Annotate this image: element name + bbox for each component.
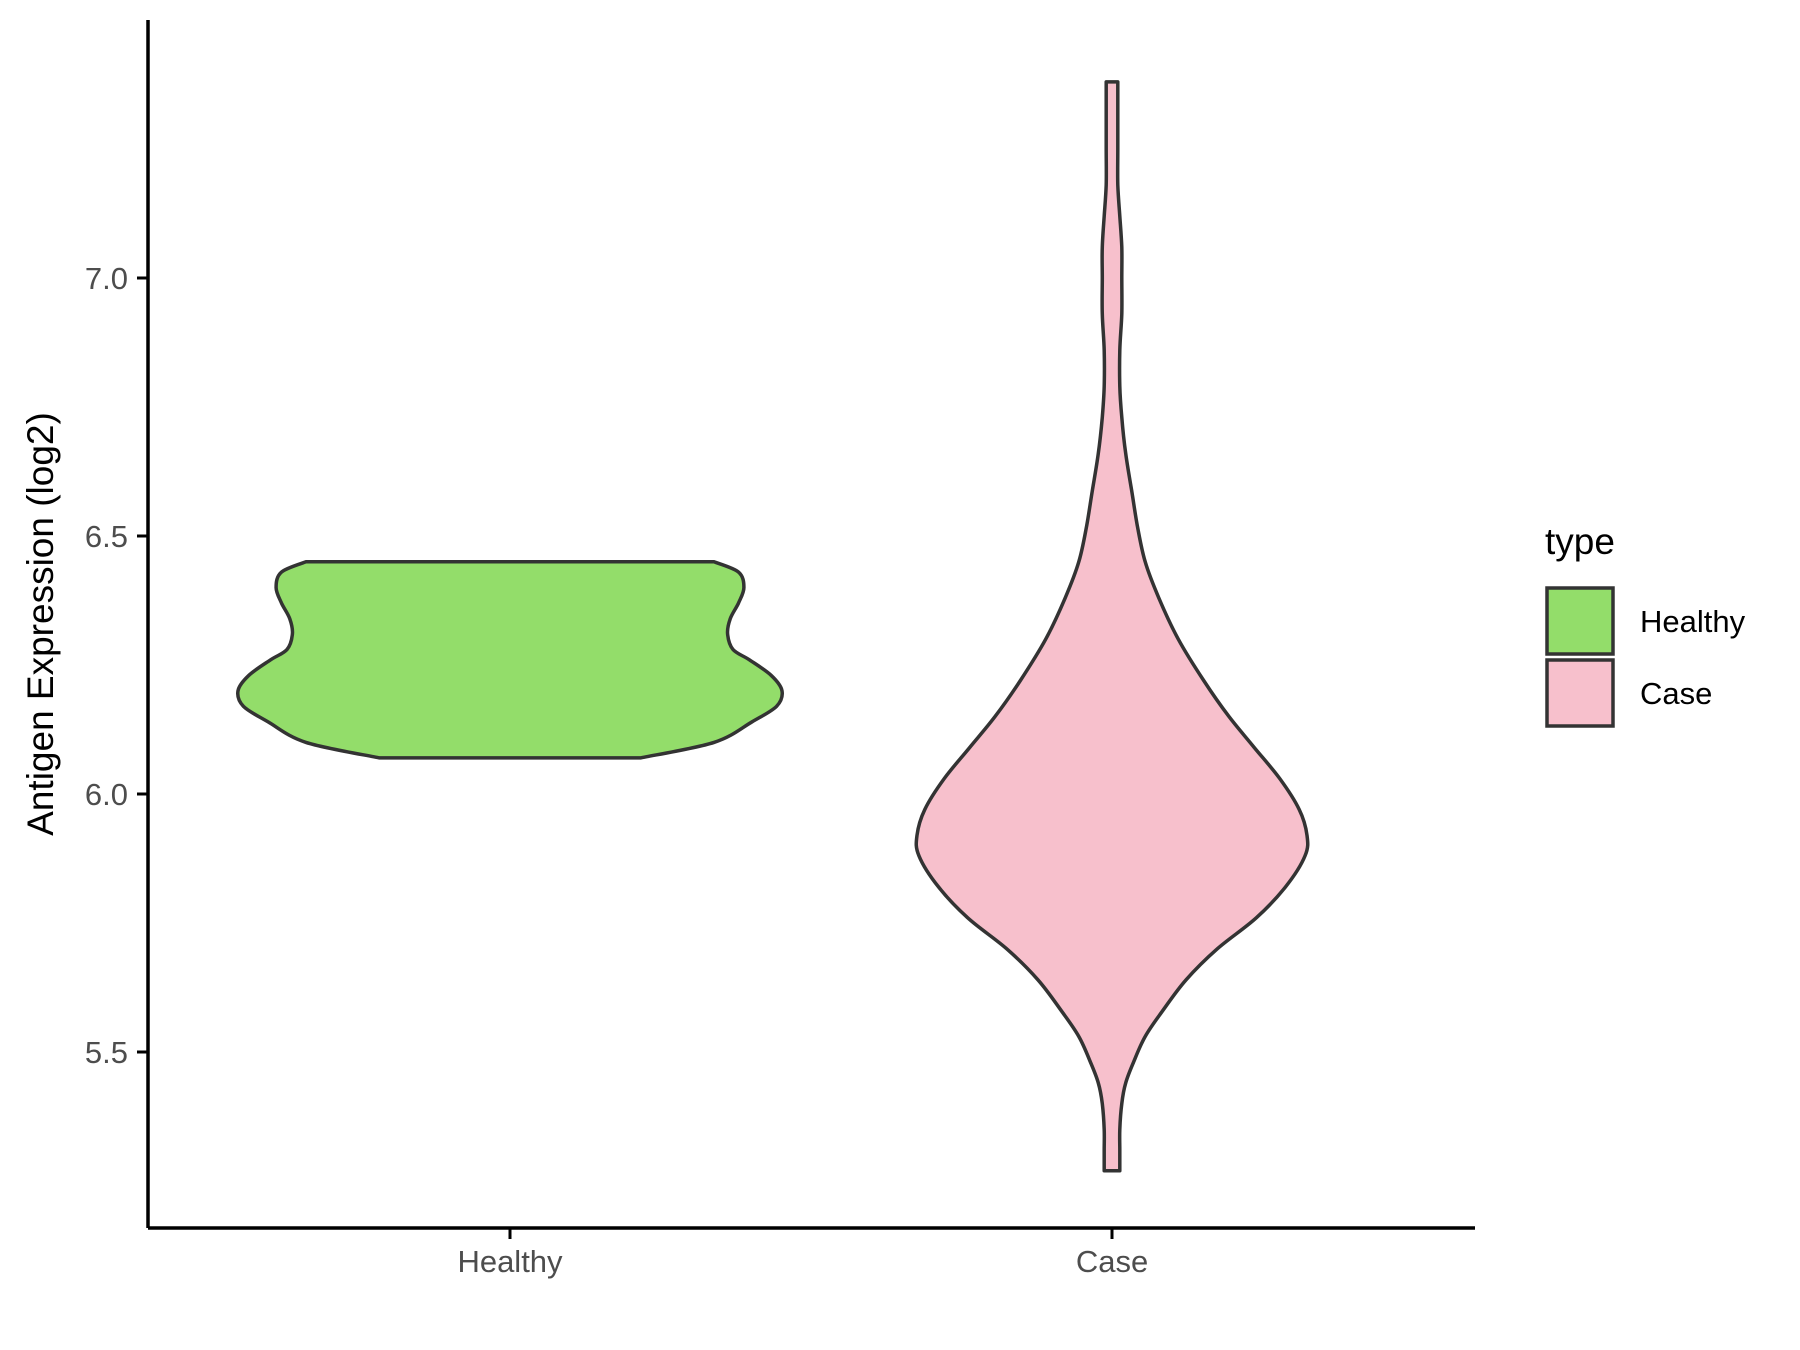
y-axis-title: Antigen Expression (log2)	[20, 412, 61, 836]
y-tick-label: 7.0	[85, 261, 128, 296]
legend-items: Healthy Case	[1545, 586, 1746, 728]
y-axis-ticks: 5.5 6.0 6.5 7.0	[85, 261, 148, 1070]
y-tick-label: 5.5	[85, 1035, 128, 1070]
violin-case	[914, 80, 1310, 1173]
y-tick-label: 6.5	[85, 519, 128, 554]
legend-key-case	[1545, 658, 1615, 728]
legend-label-case: Case	[1640, 676, 1712, 711]
axes	[146, 20, 1475, 1230]
legend-key-healthy	[1545, 586, 1615, 656]
x-tick-label: Healthy	[457, 1244, 563, 1279]
legend-title: type	[1545, 521, 1615, 562]
x-axis-ticks: Healthy Case	[457, 1228, 1148, 1279]
legend-label-healthy: Healthy	[1640, 604, 1746, 639]
x-tick-label: Case	[1076, 1244, 1148, 1279]
y-tick-label: 6.0	[85, 777, 128, 812]
legend: type Healthy Case	[1545, 521, 1746, 728]
violin-healthy	[236, 560, 784, 760]
violin-layer	[236, 80, 1310, 1173]
